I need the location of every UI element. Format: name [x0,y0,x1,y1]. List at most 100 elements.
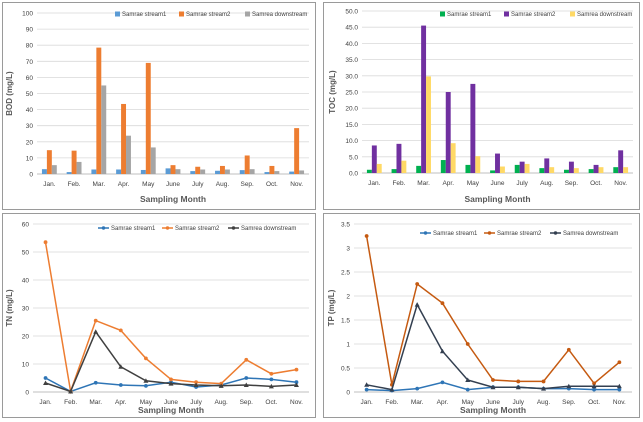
y-tick-label: 45.0 [345,25,358,32]
point-marker [43,376,48,380]
x-tick-label: Nov. [290,181,303,188]
bar-2 [244,155,250,174]
y-tick-label: 0 [25,390,29,397]
x-tick-label: Jan. [368,180,380,187]
x-tick-label: Oct. [266,181,278,188]
bar-3 [200,169,206,174]
legend-label: Samrea downstream [563,231,618,237]
legend-swatch [179,11,184,17]
bar-1 [613,167,619,173]
y-tick-label: 50.0 [345,9,358,16]
x-tick-label: Feb. [385,399,398,406]
bar-1 [239,170,245,174]
x-tick-label: Feb. [68,181,81,188]
legend-swatch [115,11,120,17]
legend-label: Samrae stream1 [433,231,478,237]
point-marker [144,383,148,388]
point-marker [243,382,249,387]
y-tick-label: 15.0 [345,122,358,129]
y-tick-label: 20 [26,139,34,146]
bar-2 [294,128,300,174]
y-axis-title: TOC (mg/L) [328,70,337,114]
bar-2 [371,145,377,173]
point-marker [415,282,420,286]
bar-1 [289,171,295,174]
x-tick-label: Mar. [411,399,424,406]
bod-chart-panel: 0 10 20 30 40 50 60 70 80 90 100 Jan. Feb. Mar. Apr. Ma… [2,2,316,210]
point-marker [592,381,596,386]
x-tick-label: Jan. [360,399,372,406]
x-tick-label: Sep. [565,180,579,187]
legend-label: Samrae stream2 [511,12,556,18]
y-tick-label: 0 [29,172,33,179]
bar-3 [623,167,629,173]
tn-chart: 0 10 20 30 40 50 60 Jan. Feb. Mar. Apr. May June July… [5,222,309,415]
bar-1 [165,168,171,174]
bar-3 [76,161,82,174]
bar-1 [140,169,146,174]
y-tick-label: 50 [22,250,30,257]
bar-1 [416,165,422,173]
point-marker [168,381,174,386]
x-tick-label: June [164,399,178,406]
point-marker [490,384,496,390]
bar-2 [445,92,451,173]
y-tick-label: 0.5 [341,366,350,373]
x-tick-label: Jan. [43,181,55,188]
x-tick-label: July [192,181,204,188]
legend-marker [165,226,170,230]
x-tick-label: Nov. [290,399,303,406]
bar-1 [391,169,397,173]
y-tick-label: 25.0 [345,90,358,97]
toc-chart-panel: 0.0 5.0 10.0 15.0 20.0 25.0 30.0 35.0 40.0 45.0 50… [323,2,640,210]
bar-2 [96,47,102,174]
bar-2 [121,103,127,174]
y-tick-label: 1 [346,342,350,349]
bar-1 [564,169,569,173]
point-marker [193,382,199,387]
series-line-2 [365,235,620,385]
x-tick-label: July [512,399,524,406]
point-marker [244,357,249,362]
bar-1 [465,164,471,173]
x-tick-label: Sep. [562,399,576,406]
point-marker [144,356,148,361]
y-tick-label: 2 [346,294,350,301]
series-line-3 [366,302,620,391]
x-tick-label: June [490,180,504,187]
x-tick-label: May [140,399,153,406]
point-marker [415,386,420,391]
bar-1 [66,172,72,174]
point-marker [439,348,445,354]
bar-3 [401,160,407,173]
y-tick-label: 40.0 [345,41,358,48]
legend-swatch [245,11,250,17]
y-tick-label: 40 [22,278,30,285]
y-tick-label: 0.0 [349,171,358,178]
y-tick-label: 20.0 [345,106,358,113]
y-tick-label: 10 [22,362,30,369]
legend-label: Samrae stream1 [111,226,156,232]
point-marker [269,377,274,382]
x-tick-label: July [190,399,202,406]
point-marker [566,347,571,352]
point-marker [465,342,470,346]
bar-1 [41,169,47,174]
point-marker [364,387,369,392]
x-tick-label: Apr. [118,181,130,188]
y-tick-label: 30 [26,123,34,130]
y-tick-label: 2.5 [341,270,350,277]
point-marker [591,383,597,389]
legend-marker [553,231,558,235]
y-axis-title: BOD (mg/L) [5,71,14,116]
y-axis-title: TN (mg/L) [5,289,14,327]
x-tick-label: Oct. [590,180,602,187]
legend-label: Samrae stream1 [447,12,492,18]
legend-swatch [504,11,509,17]
point-marker [592,387,596,392]
y-tick-label: 20 [22,334,30,341]
bar-3 [598,167,604,173]
bar-2 [568,161,574,173]
x-tick-label: Aug. [537,399,551,406]
point-marker [566,383,572,389]
